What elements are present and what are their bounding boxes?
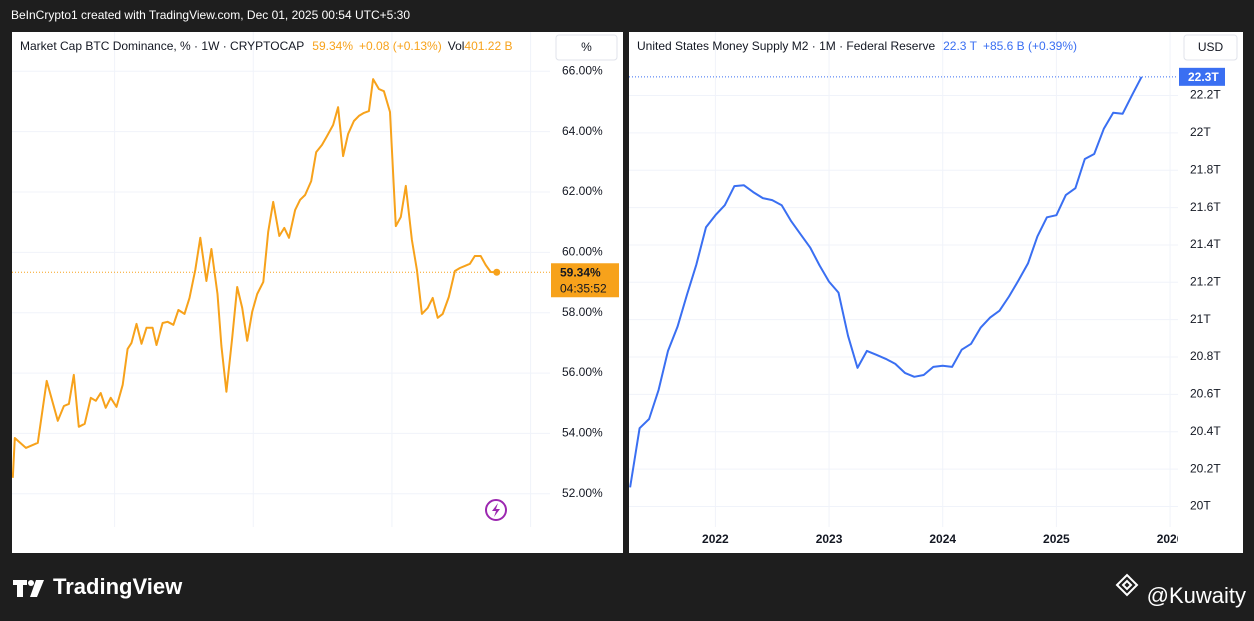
legend-value: +85.6 B (+0.39%): [983, 39, 1077, 53]
panel: [629, 32, 1243, 553]
volume-value: 401.22 B: [464, 39, 512, 53]
last-point: [493, 268, 501, 276]
y-tick-label: 58.00%: [562, 305, 603, 319]
y-tick-label: 54.00%: [562, 426, 603, 440]
y-tick-label: 21.2T: [1190, 274, 1221, 288]
plot: 2022 2023 2024 2025 2026: [629, 32, 1184, 546]
price-tag: [551, 263, 619, 298]
y-tick-label: 21T: [1190, 312, 1211, 326]
legend-value: 59.34%: [312, 39, 353, 53]
legend-value: +0.08 (+0.13%): [359, 39, 442, 53]
scale-label: %: [581, 40, 592, 54]
brand: TradingView: [53, 574, 183, 599]
countdown: 04:35:52: [560, 281, 607, 295]
y-tick-label: 21.6T: [1190, 200, 1221, 214]
y-tick-label: 62.00%: [562, 184, 603, 198]
legend-value: 22.3 T: [943, 39, 977, 53]
x-tick-label: 2024: [929, 532, 956, 546]
price-tag-label: 59.34%: [560, 265, 601, 279]
x-tick-label: 2025: [1043, 532, 1070, 546]
y-tick-label: 20.2T: [1190, 461, 1221, 475]
data-line: [12, 78, 497, 478]
panel: [12, 32, 623, 553]
legend-title: Market Cap BTC Dominance, % · 1W · CRYPT…: [20, 39, 304, 53]
x-tick-label: 2026: [1157, 532, 1184, 546]
data-line: [629, 76, 1143, 488]
y-tick-label: 20.8T: [1190, 349, 1221, 363]
y-tick-label: 20T: [1190, 499, 1211, 513]
y-tick-label: 22.2T: [1190, 88, 1221, 102]
plot: Jul2025Jul2026: [12, 32, 550, 527]
x-tick-label: 2022: [702, 532, 729, 546]
price-tag-label: 22.3T: [1188, 70, 1219, 84]
scale-button: [555, 34, 618, 61]
y-tick-label: 20.4T: [1190, 424, 1221, 438]
scale-button: [1183, 34, 1238, 61]
volume-label: Vol: [448, 39, 465, 53]
y-tick-label: 22T: [1190, 125, 1211, 139]
header: BeInCrypto1 created with TradingView.com…: [11, 8, 410, 22]
y-tick-label: 52.00%: [562, 486, 603, 500]
brand-logo: [13, 580, 44, 597]
y-tick-label: 20.6T: [1190, 387, 1221, 401]
handle: @Kuwaity: [1147, 583, 1246, 608]
scale-label: USD: [1198, 40, 1224, 54]
x-tick-label: 2023: [816, 532, 843, 546]
price-tag: [1179, 67, 1225, 86]
y-tick-label: 56.00%: [562, 365, 603, 379]
y-tick-label: 64.00%: [562, 124, 603, 138]
y-tick-label: 66.00%: [562, 63, 603, 77]
legend-title: United States Money Supply M2 · 1M · Fed…: [637, 39, 935, 53]
y-tick-label: 21.4T: [1190, 237, 1221, 251]
y-tick-label: 21.8T: [1190, 162, 1221, 176]
lightning-icon: [485, 499, 507, 521]
handle-icon: [1115, 573, 1139, 597]
y-tick-label: 60.00%: [562, 245, 603, 259]
